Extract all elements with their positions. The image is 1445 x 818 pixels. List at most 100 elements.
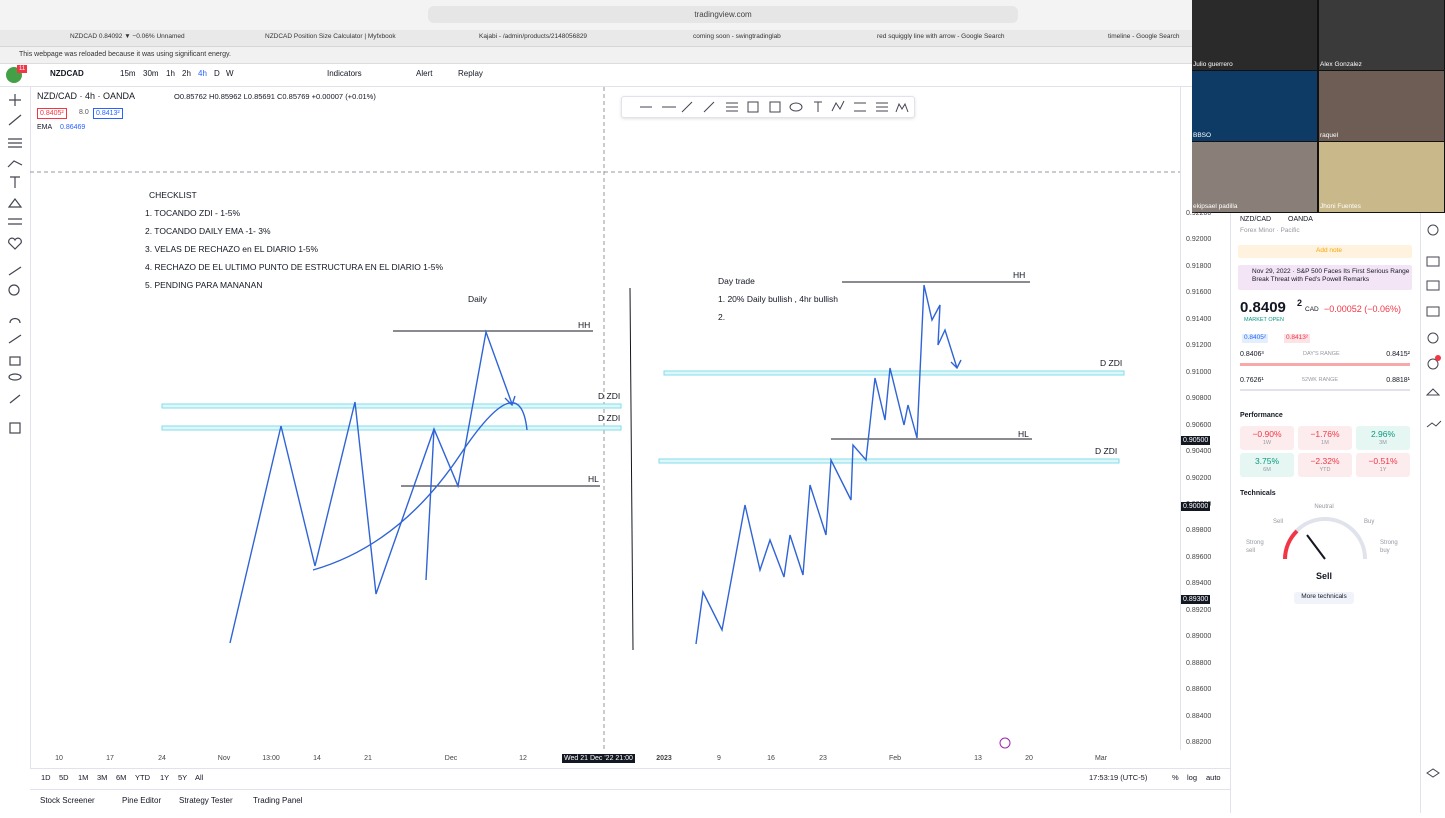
range-button[interactable]: 1D	[41, 773, 51, 782]
panel-tab[interactable]: Strategy Tester	[179, 796, 233, 805]
draw-icon[interactable]	[769, 101, 781, 113]
tab-title[interactable]: NZDCAD 0.84092 ▼ −0.06% Unnamed	[70, 33, 185, 40]
tool-icon[interactable]	[8, 266, 22, 276]
range-button[interactable]: 5D	[59, 773, 69, 782]
tool-icon[interactable]	[8, 218, 22, 225]
tab-title[interactable]: coming soon - swingtradinglab	[693, 33, 781, 40]
tool-icon[interactable]	[9, 422, 21, 434]
time-label: 10	[55, 755, 63, 762]
range-button[interactable]: 6M	[116, 773, 127, 782]
right-icon-strip	[1420, 213, 1445, 813]
strip-icon[interactable]	[1427, 332, 1439, 344]
gauge-needle	[1306, 534, 1326, 560]
tool-icon[interactable]	[9, 356, 21, 366]
performance-cell	[1356, 426, 1410, 450]
time-label: 12	[519, 755, 527, 762]
price-marker: 0.90000	[1181, 502, 1211, 511]
tool-icon[interactable]	[7, 160, 23, 168]
price-label: 0.88200	[1186, 739, 1212, 746]
range-button[interactable]: 5Y	[178, 773, 188, 782]
range-button[interactable]: 1M	[78, 773, 89, 782]
add-note[interactable]: Add note	[1316, 247, 1343, 254]
price-label: 0.88400	[1186, 712, 1212, 720]
range-button[interactable]: 3M	[97, 773, 108, 782]
interval-button[interactable]: 4h	[198, 69, 207, 78]
tab-title[interactable]: NZDCAD Position Size Calculator | Myfxbo…	[265, 33, 396, 40]
tab-title[interactable]: timeline - Google Search	[1108, 33, 1180, 40]
tool-icon[interactable]	[8, 114, 22, 126]
annotation: 2.	[718, 312, 726, 322]
price-marker: 0.89300	[1181, 595, 1211, 604]
more-technicals[interactable]: More technicals	[1301, 593, 1347, 600]
drawn-path	[229, 329, 513, 644]
tool-icon[interactable]	[9, 394, 21, 404]
video-tile	[1192, 0, 1317, 70]
interval-button[interactable]: D	[214, 69, 220, 78]
performance-cell	[1240, 453, 1294, 477]
interval-button[interactable]: W	[226, 69, 234, 78]
annotation: D ZDI	[1095, 446, 1118, 456]
alert-button[interactable]: Alert	[416, 69, 433, 78]
tab-title[interactable]: red squiggly line with arrow - Google Se…	[877, 33, 1005, 40]
annotation: HL	[588, 474, 599, 484]
draw-icon[interactable]	[747, 101, 759, 113]
performance-period: 1M	[1321, 440, 1329, 446]
time-label: 13	[974, 755, 982, 762]
tool-icon[interactable]	[8, 237, 22, 250]
draw-icon[interactable]	[640, 101, 738, 113]
video-tile	[1319, 142, 1444, 212]
log-toggle[interactable]: log	[1187, 773, 1198, 782]
tool-icon[interactable]	[8, 284, 20, 296]
range-button[interactable]: YTD	[135, 773, 150, 782]
strip-icon[interactable]	[1426, 280, 1440, 291]
tool-icon[interactable]	[10, 176, 20, 188]
time-label: 20	[1025, 755, 1033, 762]
clock: 17:53:19 (UTC-5)	[1089, 773, 1148, 782]
symbol-search[interactable]: NZDCAD	[50, 69, 84, 78]
performance-cell	[1240, 426, 1294, 450]
gauge	[1283, 517, 1367, 560]
indicators-button[interactable]: Indicators	[327, 69, 362, 78]
replay-button[interactable]: Replay	[458, 69, 483, 78]
event-marker[interactable]	[999, 737, 1011, 749]
annotation: Day trade	[718, 276, 755, 286]
interval-button[interactable]: 2h	[182, 69, 191, 78]
price-label: 0.91200	[1186, 342, 1212, 350]
percent-toggle[interactable]: %	[1172, 773, 1179, 782]
performance-period: 1W	[1262, 440, 1272, 446]
interval-button[interactable]: 15m	[120, 69, 136, 78]
tool-icon[interactable]	[8, 373, 22, 381]
currency: CAD	[1305, 306, 1319, 313]
tool-icon[interactable]	[8, 334, 22, 344]
interval-button[interactable]: 1h	[166, 69, 175, 78]
tool-icon[interactable]	[9, 317, 21, 324]
range-button[interactable]: All	[195, 773, 204, 782]
time-label: 2023	[656, 755, 672, 762]
draw-icon[interactable]	[814, 100, 909, 113]
market-status: MARKET OPEN	[1244, 317, 1284, 323]
tab-title[interactable]: Kajabi - /admin/products/2148056829	[479, 33, 588, 40]
notice-text: This webpage was reloaded because it was…	[19, 51, 231, 58]
time-label: Dec	[444, 755, 458, 762]
tool-icon[interactable]	[9, 94, 21, 106]
annotation: Daily	[468, 294, 487, 304]
panel-tab[interactable]: Pine Editor	[122, 796, 162, 805]
url-bar[interactable]	[428, 6, 1018, 23]
strip-icon[interactable]	[1426, 256, 1440, 267]
tool-icon[interactable]	[7, 198, 23, 208]
strip-icon[interactable]	[1427, 224, 1439, 236]
strip-icon[interactable]	[1425, 388, 1441, 396]
strip-icon[interactable]	[1426, 768, 1440, 778]
strip-icon[interactable]	[1426, 420, 1442, 428]
range-button[interactable]: 1Y	[160, 773, 170, 782]
strip-icon[interactable]	[1426, 306, 1440, 317]
performance-period: 6M	[1263, 467, 1271, 473]
tool-icon[interactable]	[8, 138, 22, 148]
panel-tab[interactable]: Stock Screener	[40, 796, 95, 805]
interval-button[interactable]: 30m	[143, 69, 159, 78]
more-button	[1294, 592, 1354, 604]
auto-toggle[interactable]: auto	[1206, 773, 1221, 782]
panel-tab[interactable]: Trading Panel	[253, 796, 303, 805]
draw-icon[interactable]	[789, 102, 803, 112]
strip-icon[interactable]	[1427, 358, 1439, 370]
